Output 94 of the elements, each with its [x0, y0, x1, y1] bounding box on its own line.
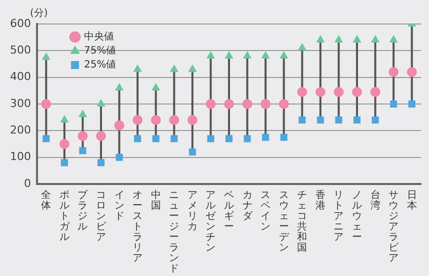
point	[353, 116, 361, 124]
point	[352, 87, 362, 97]
point	[96, 99, 106, 106]
point	[260, 99, 271, 109]
point	[97, 159, 105, 166]
point	[42, 52, 50, 60]
point	[96, 131, 106, 141]
x-tick-label: 台湾	[370, 188, 380, 212]
point	[261, 51, 270, 58]
x-tick-label: スペイン	[260, 190, 271, 232]
point	[225, 135, 233, 142]
point	[370, 87, 380, 97]
x-tick-label: 日本	[406, 190, 417, 212]
x-tick-label: 中国	[150, 188, 161, 212]
point	[297, 87, 308, 97]
x-tick-label: ベルギー	[224, 190, 234, 232]
point	[133, 64, 142, 72]
point	[316, 116, 324, 124]
point	[244, 135, 251, 142]
legend-label: 中央値	[84, 30, 114, 43]
point	[298, 43, 306, 50]
x-tick-label: アメリカ	[187, 190, 198, 232]
point	[334, 87, 344, 97]
point	[79, 147, 86, 154]
point	[114, 120, 124, 130]
legend-label: 25%値	[84, 58, 116, 71]
point	[78, 131, 88, 141]
point	[280, 51, 288, 58]
x-tick-label: インド	[114, 190, 124, 222]
point	[78, 110, 88, 118]
x-tick-label: アルゼンチン	[206, 190, 217, 254]
point	[132, 115, 143, 125]
point	[169, 115, 180, 125]
point	[370, 35, 380, 42]
x-tick-label: ニュージーランド	[169, 190, 180, 274]
point	[114, 83, 124, 90]
x-tick-label: コロンビア	[96, 190, 107, 243]
x-tick-label: チェコ共和国	[297, 190, 308, 254]
point	[224, 99, 234, 109]
point	[316, 35, 325, 42]
point	[59, 139, 70, 149]
point	[298, 116, 306, 124]
x-tick-label: ノルウェー	[352, 190, 362, 243]
point	[41, 99, 52, 109]
x-tick-label: サウジアラビア	[388, 190, 400, 264]
point	[390, 100, 398, 108]
point	[116, 154, 123, 161]
point	[188, 64, 197, 72]
point	[335, 116, 342, 124]
point	[406, 67, 417, 77]
point	[315, 87, 326, 97]
y-tick-label: 200	[10, 124, 31, 137]
point	[187, 115, 198, 125]
y-tick-label: 300	[10, 96, 31, 110]
y-tick-label: 600	[10, 16, 31, 30]
point	[242, 51, 252, 58]
y-tick-label: 100	[10, 150, 31, 164]
x-tick-label: 香港	[315, 188, 326, 212]
point	[262, 134, 270, 141]
legend-label: 75%値	[84, 44, 116, 57]
point	[152, 83, 160, 90]
point	[60, 159, 68, 166]
x-tick-label: スウェーデン	[278, 190, 290, 254]
x-tick-label: カナダ	[242, 190, 254, 222]
point	[170, 135, 178, 142]
point	[152, 135, 160, 142]
point	[389, 35, 398, 42]
point	[388, 67, 399, 77]
point	[280, 134, 288, 141]
point	[170, 64, 178, 72]
point	[242, 99, 252, 109]
point	[278, 99, 289, 109]
point	[134, 135, 142, 142]
point	[188, 148, 196, 156]
y-tick-label: 0	[24, 176, 31, 190]
point	[206, 51, 216, 58]
point	[42, 135, 50, 142]
y-tick-label: 400	[10, 70, 31, 84]
point	[60, 115, 69, 122]
x-tick-label: ポルトガル	[59, 190, 70, 243]
x-tick-label: ブラジル	[78, 188, 89, 232]
point	[150, 115, 161, 125]
x-tick-label: リトアニア	[334, 190, 344, 243]
point	[352, 35, 362, 42]
y-axis-title: (分)	[30, 7, 48, 19]
x-tick-label: 全体	[41, 188, 52, 212]
point	[372, 116, 379, 124]
point	[206, 99, 216, 109]
point	[408, 100, 416, 108]
x-tick-label: オーストラリア	[132, 190, 143, 264]
point	[334, 35, 344, 42]
point	[224, 51, 234, 58]
y-tick-label: 500	[10, 44, 31, 57]
point	[207, 135, 214, 142]
